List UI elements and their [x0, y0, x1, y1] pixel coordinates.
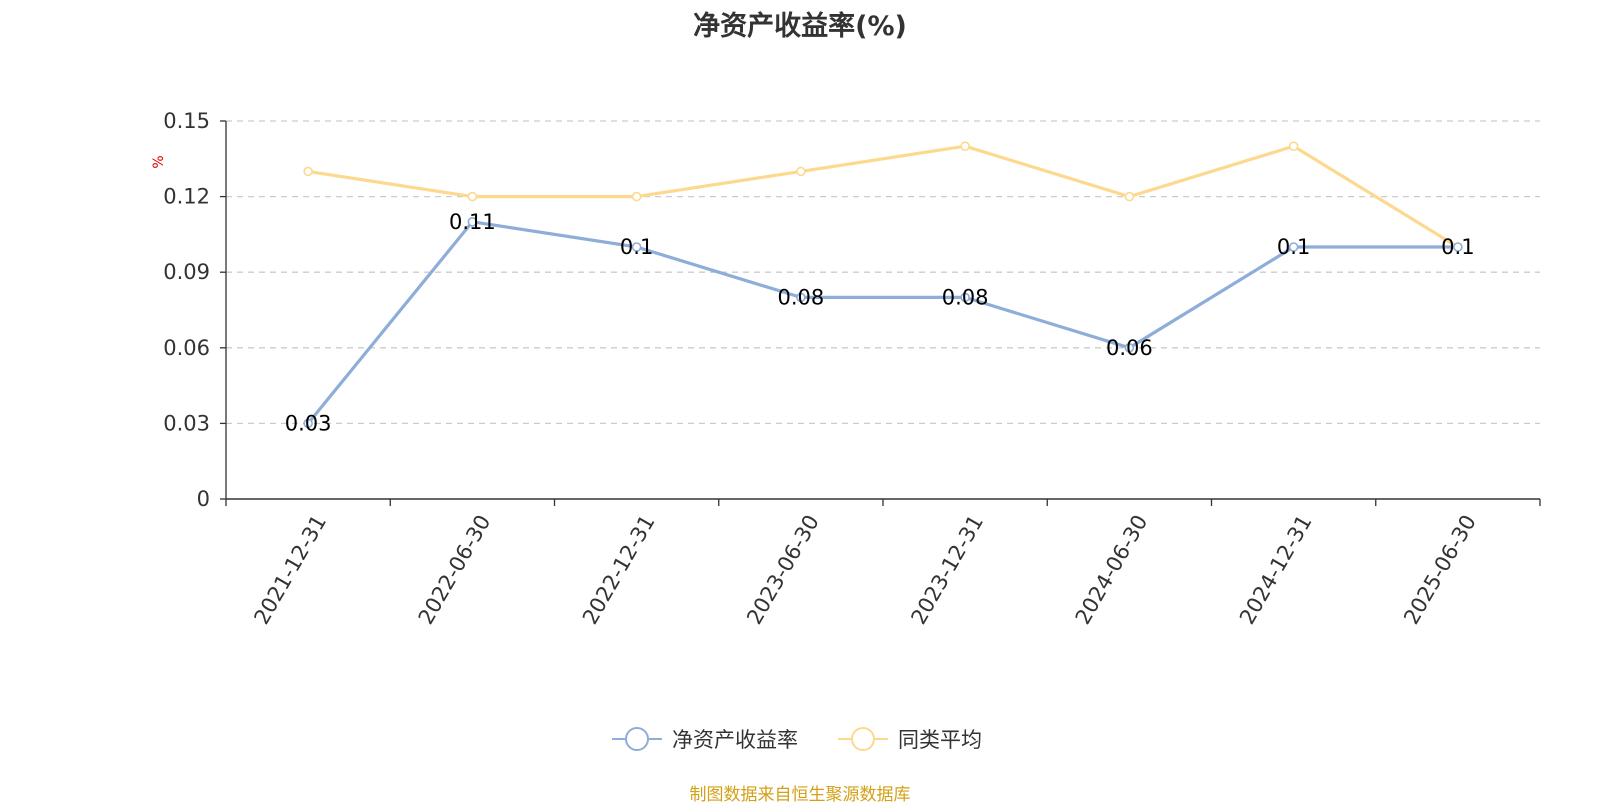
x-tick-label: 2023-12-31: [906, 511, 988, 629]
x-tick-label: 2022-06-30: [414, 511, 496, 629]
data-label: 0.03: [285, 411, 332, 435]
data-label: 0.11: [449, 210, 496, 234]
data-point[interactable]: [1124, 342, 1135, 353]
x-tick-label: 2025-06-30: [1399, 511, 1481, 629]
data-labels: 0.03 0.11 0.1 0.08 0.08 0.06 0.1 0.1: [285, 210, 1475, 436]
y-tick-label: 0.06: [163, 336, 210, 360]
data-point[interactable]: [631, 191, 642, 202]
y-tick-label: 0: [197, 487, 210, 511]
data-point[interactable]: [1124, 191, 1135, 202]
data-point[interactable]: [1288, 242, 1299, 252]
axes: 0 0.03 0.06 0.09 0.12 0.15 2021-12-31 2022-06-3…: [163, 109, 1541, 629]
data-label: 0.08: [942, 285, 989, 309]
data-label: 0.1: [1277, 235, 1310, 259]
data-point[interactable]: [1453, 242, 1463, 252]
series-line-peer-average: [307, 144, 1459, 249]
data-point[interactable]: [303, 418, 313, 429]
data-point[interactable]: [796, 292, 806, 303]
data-point[interactable]: [960, 141, 970, 151]
series-line-roe: [306, 220, 1458, 425]
data-label: 0.08: [777, 285, 824, 309]
y-axis-unit: %: [151, 155, 167, 168]
x-tick-label: 2021-12-31: [249, 511, 331, 629]
data-label: 0.06: [1106, 336, 1153, 360]
chart-title: 净资产收益率(%): [693, 11, 907, 42]
legend-marker: [851, 727, 875, 751]
data-label: 0.1: [620, 235, 653, 259]
legend-item-label[interactable]: 同类平均: [898, 728, 982, 752]
x-tick-label: 2022-12-31: [578, 511, 660, 629]
data-point[interactable]: [467, 217, 478, 227]
y-tick-label: 0.12: [163, 185, 210, 209]
series-layer: [303, 141, 1463, 429]
legend-item-label[interactable]: 净资产收益率: [672, 728, 798, 752]
legend[interactable]: 净资产收益率 同类平均: [612, 727, 982, 752]
y-tick-label: 0.15: [163, 109, 210, 133]
data-point[interactable]: [1288, 141, 1299, 151]
x-tick-label: 2023-06-30: [742, 511, 824, 629]
x-tick-label: 2024-06-30: [1071, 511, 1153, 629]
data-point[interactable]: [796, 166, 806, 177]
source-note: 制图数据来自恒生聚源数据库: [689, 785, 911, 805]
data-point[interactable]: [960, 292, 970, 303]
grid-layer: [226, 120, 1540, 425]
y-tick-label: 0.03: [163, 411, 210, 435]
data-point[interactable]: [631, 242, 642, 252]
x-tick-label: 2024-12-31: [1235, 511, 1317, 629]
data-label: 0.1: [1441, 235, 1474, 259]
data-point[interactable]: [303, 166, 313, 177]
legend-marker: [625, 727, 649, 751]
y-tick-label: 0.09: [163, 260, 210, 284]
data-point[interactable]: [467, 191, 478, 202]
